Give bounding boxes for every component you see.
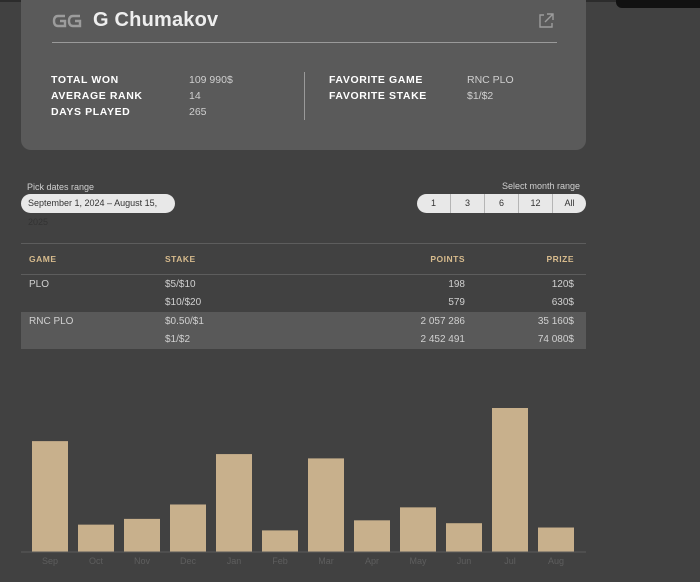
date-range-picker[interactable]: September 1, 2024 – August 15, 2025 — [21, 194, 175, 227]
tick-label-oct: Oct — [89, 556, 104, 566]
cell-prize: 35 160$ — [537, 316, 574, 327]
stat-label: AVERAGE RANK — [51, 90, 143, 102]
column-header-points[interactable]: POINTS — [430, 254, 465, 264]
monthly-points-chart: Sep Oct Nov Dec Jan Feb Mar Apr May Jun Jul Aug — [21, 408, 586, 566]
table-top-border — [21, 243, 586, 244]
stat-value: $1/$2 — [467, 90, 494, 102]
table-group-highlight — [21, 312, 586, 349]
tick-label-aug: Aug — [548, 556, 564, 566]
cell-stake: $1/$2 — [165, 334, 191, 345]
tick-label-feb: Feb — [272, 556, 288, 566]
bar-jan[interactable] — [216, 454, 252, 552]
month-option-1[interactable]: 1 — [430, 198, 436, 208]
cell-game: RNC PLO — [29, 316, 74, 327]
bar-apr[interactable] — [354, 520, 390, 552]
month-range-selector: 1 3 6 12 All — [417, 194, 586, 213]
tick-label-nov: Nov — [134, 556, 151, 566]
gg-logo-icon — [52, 14, 82, 28]
stat-value: RNC PLO — [467, 74, 514, 86]
player-name: G Chumakov — [93, 9, 219, 31]
cell-points: 2 452 491 — [420, 334, 466, 345]
cell-prize: 630$ — [551, 297, 574, 308]
cell-points: 579 — [448, 297, 465, 308]
cell-stake: $5/$10 — [165, 279, 196, 290]
bar-mar[interactable] — [308, 458, 344, 552]
external-link-icon[interactable] — [537, 12, 555, 30]
column-header-prize[interactable]: PRIZE — [546, 254, 574, 264]
bar-dec[interactable] — [170, 504, 206, 552]
stat-label: TOTAL WON — [51, 74, 119, 86]
table-header-divider — [21, 274, 586, 275]
month-option-12[interactable]: 12 — [518, 194, 552, 213]
bar-oct[interactable] — [78, 524, 114, 552]
tick-label-apr: Apr — [365, 556, 379, 566]
stat-value: 14 — [189, 90, 201, 102]
column-header-stake[interactable]: STAKE — [165, 254, 196, 264]
stats-divider — [304, 72, 305, 120]
tick-label-mar: Mar — [318, 556, 334, 566]
month-option-all[interactable]: All — [552, 194, 586, 213]
tick-label-jun: Jun — [457, 556, 472, 566]
cell-prize: 74 080$ — [537, 334, 574, 345]
cell-points: 198 — [448, 279, 465, 290]
stat-label: FAVORITE GAME — [329, 74, 423, 86]
bar-feb[interactable] — [262, 530, 298, 552]
stat-label: FAVORITE STAKE — [329, 90, 427, 102]
cell-stake: $10/$20 — [165, 297, 202, 308]
stat-value: 265 — [189, 106, 207, 118]
dates-range-label: Pick dates range — [27, 182, 95, 192]
bar-jul[interactable] — [492, 408, 528, 552]
cell-prize: 120$ — [551, 279, 574, 290]
window-corner — [616, 0, 700, 8]
cell-stake: $0.50/$1 — [165, 316, 204, 327]
tick-label-dec: Dec — [180, 556, 197, 566]
bar-jun[interactable] — [446, 523, 482, 552]
tick-label-jan: Jan — [227, 556, 242, 566]
stat-label: DAYS PLAYED — [51, 106, 131, 118]
cell-game: PLO — [29, 279, 50, 290]
column-header-game[interactable]: GAME — [29, 254, 57, 264]
month-option-6[interactable]: 6 — [484, 194, 518, 213]
tick-label-sep: Sep — [42, 556, 58, 566]
bar-may[interactable] — [400, 507, 436, 552]
bar-nov[interactable] — [124, 518, 160, 552]
bar-aug[interactable] — [538, 527, 574, 552]
stat-value: 109 990$ — [189, 74, 233, 86]
bar-sep[interactable] — [32, 441, 68, 552]
card-divider — [52, 42, 557, 43]
cell-points: 2 057 286 — [420, 316, 466, 327]
month-range-label: Select month range — [501, 181, 580, 191]
month-option-3[interactable]: 3 — [450, 194, 484, 213]
tick-label-may: May — [409, 556, 427, 566]
player-card: G Chumakov TOTAL WON 109 990$ AVERAGE RA… — [21, 0, 586, 150]
tick-label-jul: Jul — [504, 556, 516, 566]
